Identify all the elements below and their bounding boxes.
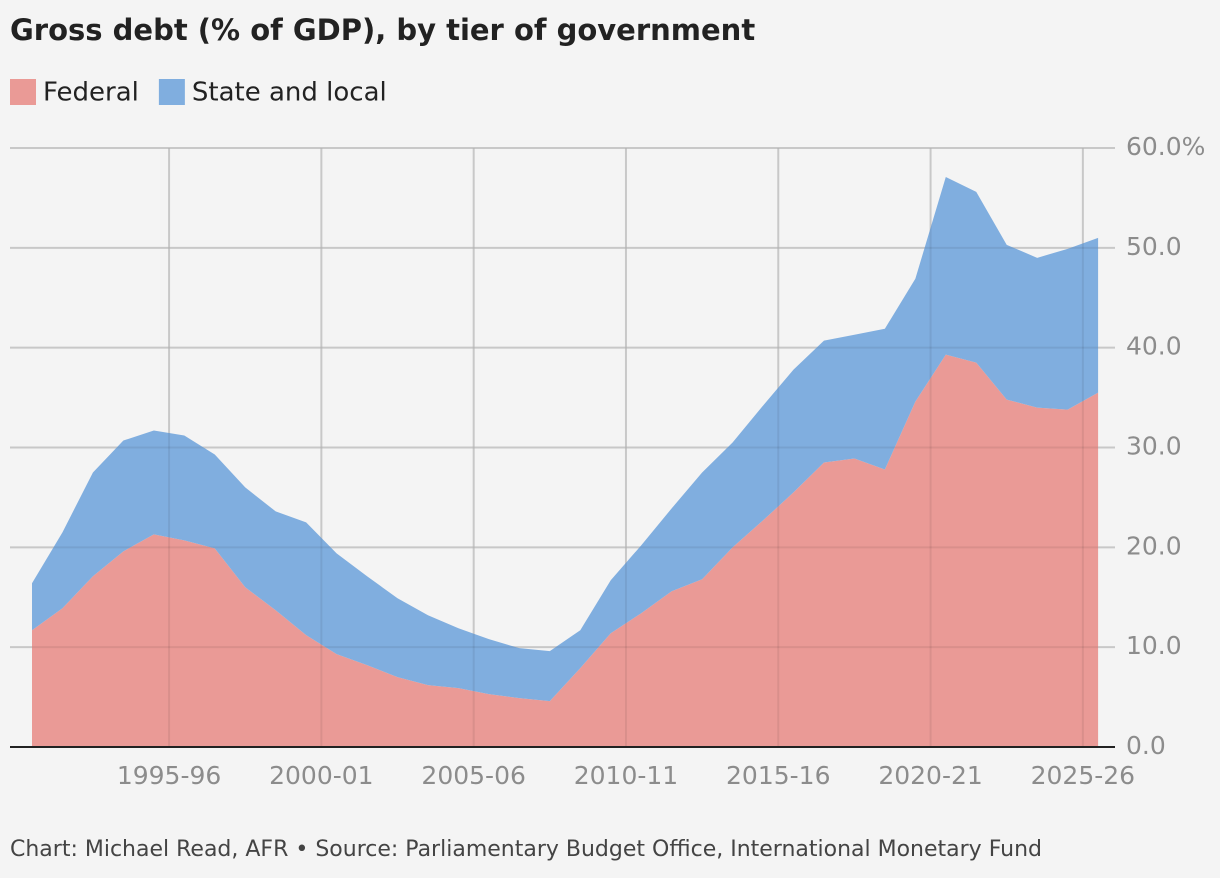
- x-tick-label: 2025-26: [1031, 761, 1135, 790]
- y-tick-label: 50.0: [1126, 232, 1182, 261]
- x-tick-label: 2020-21: [878, 761, 982, 790]
- y-tick-label: 0.0: [1126, 731, 1166, 760]
- y-tick-label: 60.0%: [1126, 132, 1205, 161]
- x-tick-label: 2015-16: [726, 761, 830, 790]
- legend-label: Federal: [43, 78, 139, 108]
- legend-swatch: [10, 79, 36, 105]
- y-tick-label: 20.0: [1126, 531, 1182, 560]
- chart-title: Gross debt (% of GDP), by tier of govern…: [10, 13, 755, 47]
- legend-label: State and local: [192, 78, 387, 108]
- y-tick-label: 40.0: [1126, 332, 1182, 361]
- y-tick-label: 30.0: [1126, 432, 1182, 461]
- x-tick-label: 2005-06: [421, 761, 525, 790]
- chart-footer: Chart: Michael Read, AFR • Source: Parli…: [10, 837, 1042, 862]
- x-tick-label: 2010-11: [574, 761, 678, 790]
- legend-swatch: [158, 79, 185, 105]
- area: [32, 176, 1099, 702]
- y-tick-label: 10.0: [1126, 631, 1182, 660]
- area: [32, 354, 1099, 747]
- x-tick-label: 2000-01: [269, 761, 373, 790]
- x-tick-label: 1995-96: [117, 761, 221, 790]
